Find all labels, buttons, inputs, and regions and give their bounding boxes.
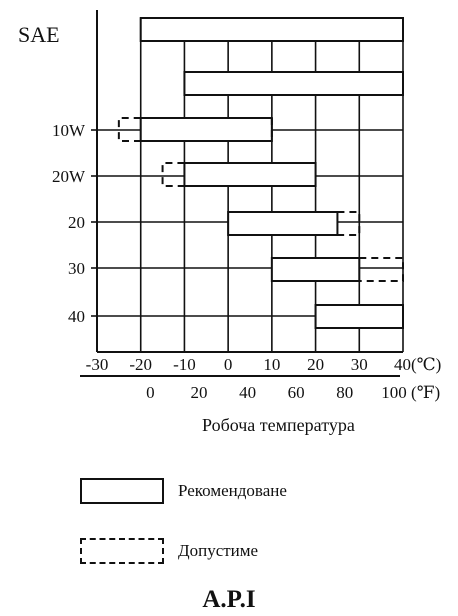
x-tick-label-fahrenheit: 20 [191,383,208,402]
bar-recommended [314,304,405,329]
grade-label: 10W [52,121,86,140]
bar-permissible-extension [337,211,361,236]
x-tick-label-celsius: 30 [351,355,368,374]
chart-title: A.P.I [202,586,256,613]
chart-labels: SAE 10W 20W 20 30 40 -30 -20 -10 0 10 20 30 40(℃) 0 20 4… [18,22,441,402]
x-tick-label-celsius: -30 [86,355,109,374]
x-tick-label-celsius: 20 [307,355,324,374]
bar-recommended [183,71,404,96]
x-tick-label-celsius: -20 [129,355,152,374]
x-tick-label-fahrenheit: 80 [336,383,353,402]
grade-label: 20 [68,213,85,232]
y-axis-title: SAE [18,22,60,47]
x-axis-title: Робоча температура [202,415,355,435]
bar-recommended [227,211,339,236]
x-tick-label-fahrenheit: 60 [288,383,305,402]
bar-permissible-extension [161,162,185,187]
x-tick-label-fahrenheit: 40 [239,383,256,402]
grade-label: 30 [68,259,85,278]
grade-label: 20W [52,167,86,186]
x-tick-label-celsius: 10 [263,355,280,374]
bar-recommended [139,17,404,42]
x-tick-label-celsius: 0 [224,355,233,374]
chart-bars [117,17,405,329]
chart-axes [80,10,403,377]
bar-permissible-extension [359,257,404,282]
bar-recommended [183,162,317,187]
x-tick-label-celsius: -10 [173,355,196,374]
x-tick-label-fahrenheit: 0 [146,383,155,402]
x-tick-label-fahrenheit: 100 (℉) [381,383,440,402]
bar-recommended [270,257,361,282]
grade-label: 40 [68,307,85,326]
x-tick-label-celsius: 40(℃) [394,355,441,374]
bar-recommended [139,117,273,142]
